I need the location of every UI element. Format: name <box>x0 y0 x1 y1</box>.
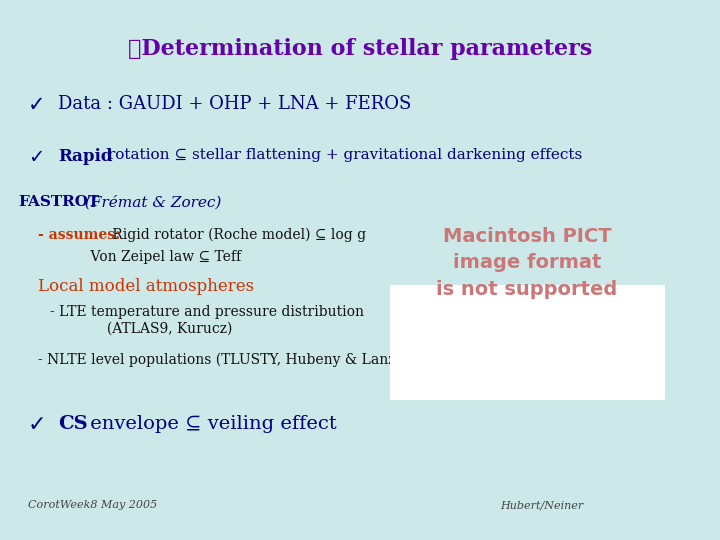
Text: CorotWeek8 May 2005: CorotWeek8 May 2005 <box>28 500 157 510</box>
Text: Macintosh PICT
image format
is not supported: Macintosh PICT image format is not suppo… <box>436 227 618 299</box>
Text: ✓: ✓ <box>28 95 45 115</box>
Text: ➤Determination of stellar parameters: ➤Determination of stellar parameters <box>128 38 592 60</box>
Text: Von Zeipel law ⊆ Teff: Von Zeipel law ⊆ Teff <box>38 250 241 264</box>
Text: CS: CS <box>58 415 88 433</box>
Text: - NLTE level populations (TLUSTY, Hubeny & Lanz): - NLTE level populations (TLUSTY, Hubeny… <box>38 353 401 367</box>
Text: Rapid: Rapid <box>58 148 112 165</box>
Text: (Frémat & Zorec): (Frémat & Zorec) <box>80 195 221 210</box>
Text: Hubert/Neiner: Hubert/Neiner <box>500 500 583 510</box>
Text: ✓: ✓ <box>28 415 47 435</box>
Text: envelope ⊆ veiling effect: envelope ⊆ veiling effect <box>84 415 337 433</box>
Text: FASTROT: FASTROT <box>18 195 99 209</box>
Text: Data : GAUDI + OHP + LNA + FEROS: Data : GAUDI + OHP + LNA + FEROS <box>58 95 411 113</box>
Text: rotation ⊆ stellar flattening + gravitational darkening effects: rotation ⊆ stellar flattening + gravitat… <box>103 148 582 162</box>
Text: ✓: ✓ <box>28 148 45 167</box>
FancyBboxPatch shape <box>390 285 665 400</box>
Text: - assumes:: - assumes: <box>38 228 120 242</box>
Text: - LTE temperature and pressure distribution: - LTE temperature and pressure distribut… <box>50 305 364 319</box>
Text: Local model atmospheres: Local model atmospheres <box>38 278 254 295</box>
Text: (ATLAS9, Kurucz): (ATLAS9, Kurucz) <box>50 322 233 336</box>
Text: Rigid rotator (Roche model) ⊆ log g: Rigid rotator (Roche model) ⊆ log g <box>108 228 366 242</box>
